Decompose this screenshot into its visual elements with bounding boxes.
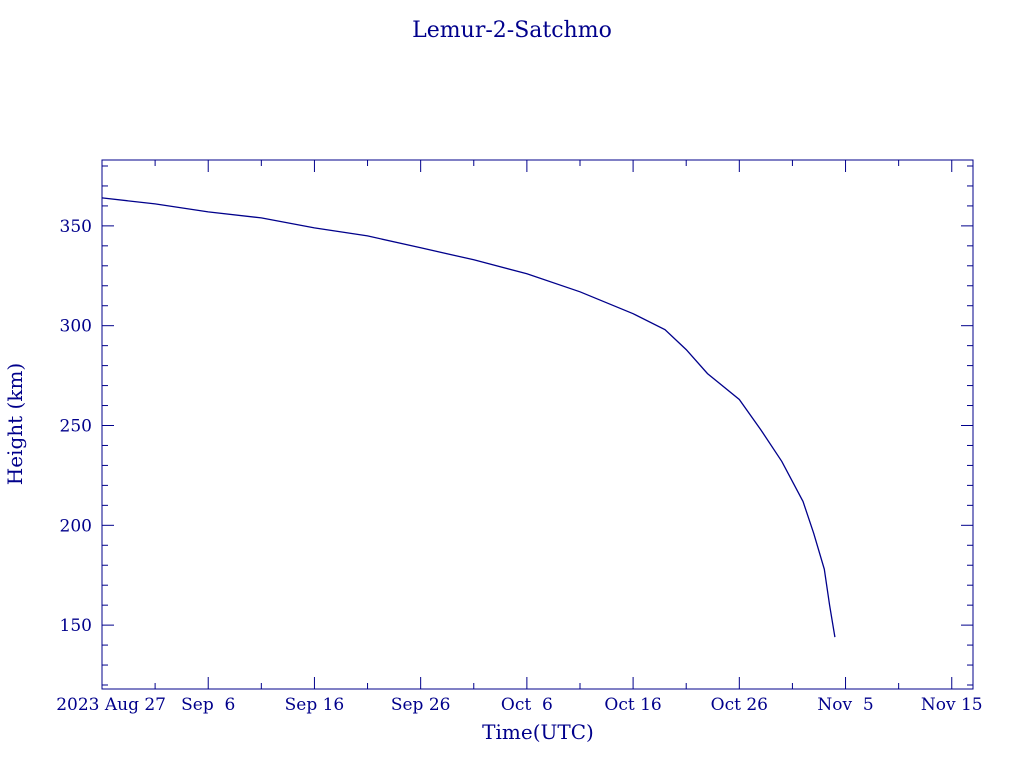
x-ticks: 2023 Aug 27 Sep 6 Sep 16 Sep 26 Oct 6 Oct 16 O… bbox=[56, 160, 983, 715]
x-tick-label: Oct 16 bbox=[604, 695, 661, 715]
y-tick-label: 300 bbox=[60, 317, 92, 337]
x-tick-label: Sep 16 bbox=[285, 695, 345, 715]
x-tick-label: Sep 6 bbox=[181, 695, 235, 715]
x-tick-label: Sep 26 bbox=[391, 695, 451, 715]
x-tick-label: Oct 26 bbox=[711, 695, 768, 715]
y-tick-label: 250 bbox=[60, 416, 92, 436]
chart-title: Lemur-2-Satchmo bbox=[412, 18, 612, 43]
x-tick-label: Oct 6 bbox=[501, 695, 553, 715]
series-line bbox=[101, 197, 836, 638]
x-tick-label: Nov 5 bbox=[817, 695, 873, 715]
y-tick-label: 150 bbox=[60, 616, 92, 636]
x-tick-label: Nov 15 bbox=[921, 695, 983, 715]
y-tick-label: 200 bbox=[60, 516, 92, 536]
y-ticks: 150 200 250 300 350 bbox=[60, 165, 973, 686]
plot-frame bbox=[101, 159, 974, 690]
y-tick-label: 350 bbox=[60, 217, 92, 237]
x-axis-label: Time(UTC) bbox=[482, 720, 594, 744]
y-axis-label: Height (km) bbox=[3, 363, 27, 485]
x-tick-label: 2023 Aug 27 bbox=[56, 695, 166, 715]
